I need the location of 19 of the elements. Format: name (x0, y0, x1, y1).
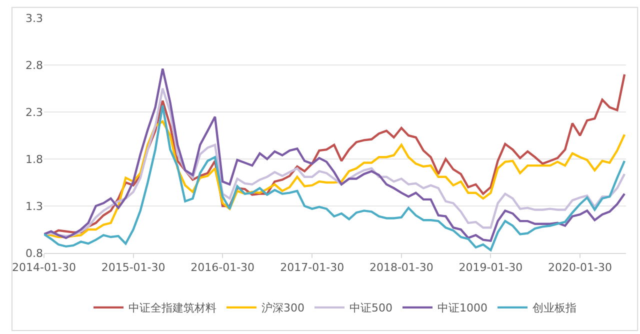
y-tick-label: 1.8 (26, 152, 43, 166)
y-tick-label: 2.3 (26, 106, 43, 119)
y-tick-label: 3.3 (26, 12, 43, 25)
y-tick-label: 0.8 (26, 246, 43, 260)
x-tick-label: 2015-01-30 (101, 261, 166, 274)
x-tick-label: 2019-01-30 (458, 261, 523, 274)
y-tick-label: 1.3 (26, 200, 43, 213)
x-tick-label: 2018-01-30 (369, 261, 434, 274)
x-tick-label: 2016-01-30 (190, 261, 255, 274)
legend-label: 创业板指 (532, 302, 576, 315)
legend-label: 中证全指建筑材料 (128, 302, 216, 315)
x-tick-label: 2020-01-30 (548, 261, 612, 274)
x-tick-label: 2014-01-30 (12, 261, 76, 274)
legend-label: 中证500 (350, 302, 392, 315)
x-tick-label: 2017-01-30 (280, 261, 344, 274)
legend-label: 沪深300 (262, 302, 304, 315)
line-series (44, 104, 626, 252)
y-tick-label: 2.8 (26, 58, 43, 72)
legend-label: 中证1000 (438, 302, 488, 315)
